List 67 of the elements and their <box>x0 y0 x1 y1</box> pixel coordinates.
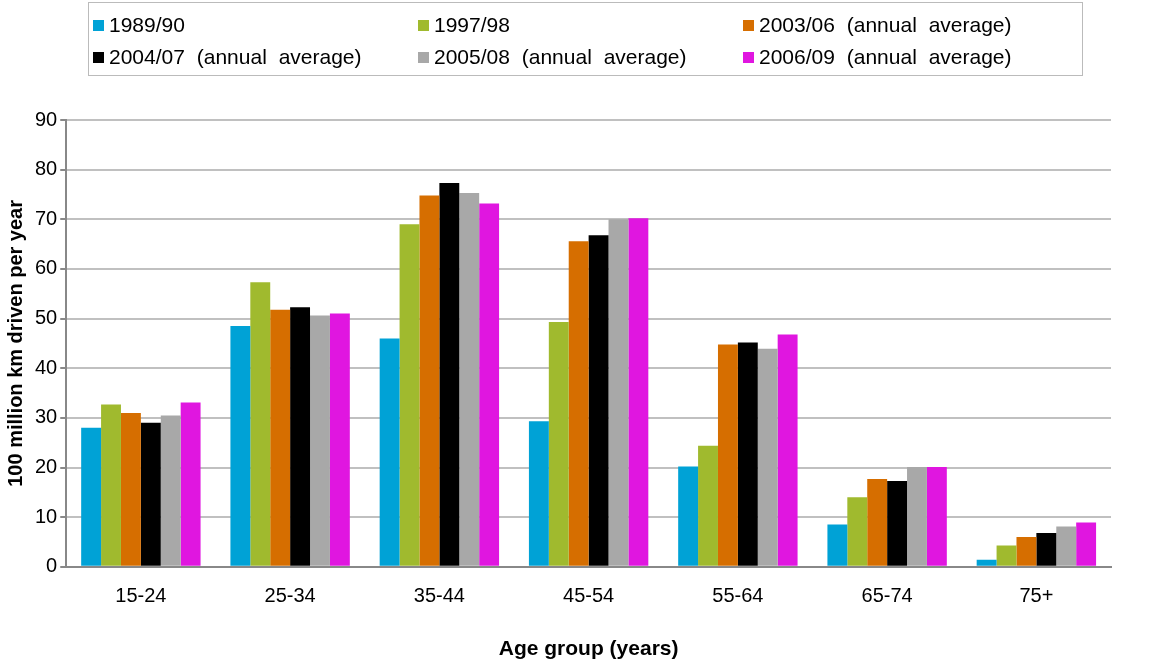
bar <box>379 338 400 566</box>
bar <box>698 445 718 566</box>
legend-label: 1997/98 <box>434 13 510 37</box>
bar <box>399 224 420 566</box>
bar <box>907 467 927 566</box>
bar <box>608 219 629 566</box>
bar <box>140 422 161 566</box>
y-tick-label: 0 <box>46 554 58 577</box>
bar <box>419 195 440 566</box>
bar <box>101 404 121 566</box>
bar <box>568 241 589 566</box>
y-tick-label: 60 <box>35 256 58 279</box>
bar <box>678 466 699 566</box>
legend-label: 2003/06 (annual average) <box>759 13 1012 37</box>
bar <box>120 412 141 566</box>
x-tick-label: 55-64 <box>712 584 764 607</box>
bar <box>230 326 251 566</box>
y-tick-label: 50 <box>35 306 58 329</box>
bar <box>926 467 947 566</box>
bar <box>887 480 908 566</box>
bar <box>160 415 181 566</box>
y-tick-label: 30 <box>35 405 58 428</box>
bar <box>439 183 460 566</box>
legend-label: 2005/08 (annual average) <box>434 45 687 69</box>
x-axis-title: Age group (years) <box>498 636 679 660</box>
y-tick-label: 90 <box>35 107 58 130</box>
bar <box>757 348 778 566</box>
legend-label: 2006/09 (annual average) <box>759 45 1012 69</box>
legend-label: 1989/90 <box>109 13 185 37</box>
bar <box>1016 537 1037 566</box>
legend-label: 2004/07 (annual average) <box>109 45 362 69</box>
y-tick-label: 80 <box>35 157 58 180</box>
bar <box>996 545 1017 566</box>
bar <box>827 524 848 566</box>
bar <box>777 334 798 566</box>
y-tick-label: 70 <box>35 206 58 229</box>
bar <box>548 322 569 566</box>
y-axis-title: 100 million km driven per year <box>3 199 26 487</box>
bar <box>1036 533 1057 566</box>
bar <box>528 421 549 566</box>
y-tick-label: 20 <box>35 455 58 478</box>
bar <box>867 478 888 566</box>
bar <box>290 307 311 566</box>
bar <box>479 203 500 566</box>
bar <box>270 309 291 566</box>
bar <box>1056 526 1077 566</box>
bar <box>717 344 738 566</box>
bar <box>459 192 480 566</box>
bar <box>847 497 868 566</box>
bar <box>1076 522 1097 566</box>
bar <box>628 218 649 566</box>
x-tick-label: 45-54 <box>563 584 615 607</box>
bar <box>329 313 350 566</box>
bar <box>180 402 201 566</box>
bar <box>737 342 758 566</box>
x-tick-label: 75+ <box>1019 584 1054 607</box>
y-tick-label: 10 <box>35 504 58 527</box>
bar <box>250 282 271 566</box>
x-tick-label: 65-74 <box>861 584 913 607</box>
bar <box>81 427 102 566</box>
bar <box>310 315 330 566</box>
x-tick-label: 15-24 <box>115 584 167 607</box>
y-tick-label: 40 <box>35 355 58 378</box>
x-tick-label: 25-34 <box>264 584 316 607</box>
x-tick-label: 35-44 <box>413 584 465 607</box>
bar <box>976 559 997 566</box>
bar <box>588 235 609 566</box>
